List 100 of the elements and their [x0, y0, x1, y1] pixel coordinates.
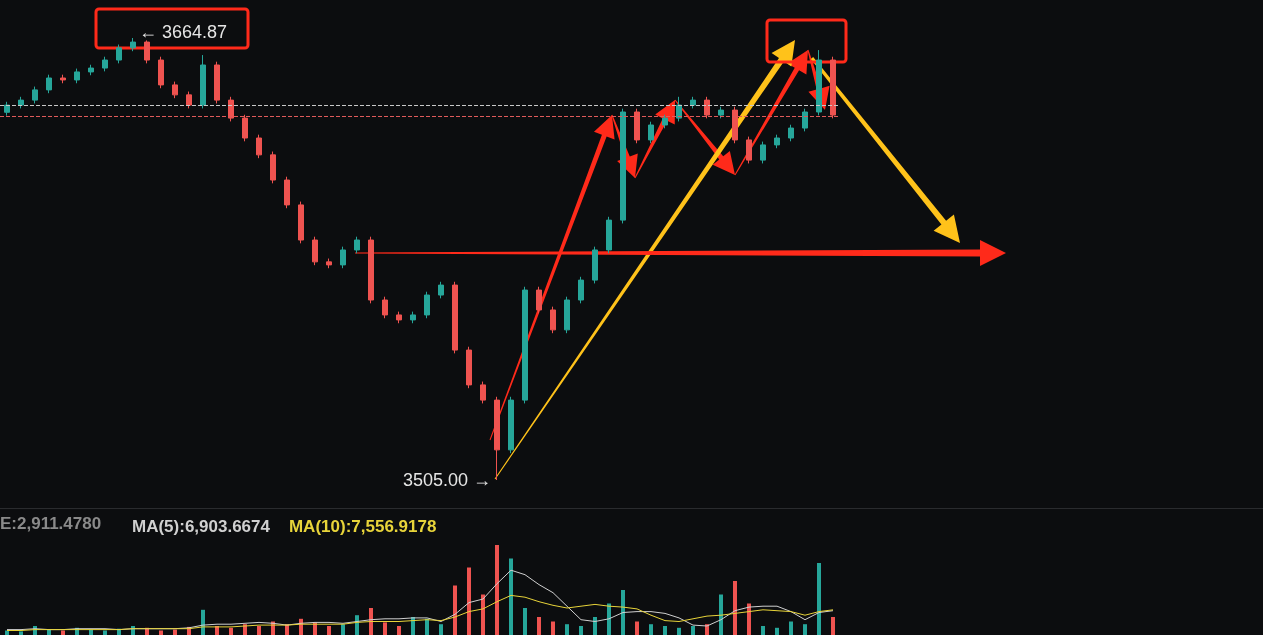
candlestick	[592, 246, 598, 284]
bar	[257, 626, 261, 635]
bar	[481, 594, 485, 635]
candlestick	[410, 311, 416, 324]
candlestick	[396, 311, 402, 324]
text: E:2,911.4780	[0, 514, 102, 533]
candlestick	[508, 396, 514, 454]
candlestick	[270, 151, 276, 184]
bar	[649, 624, 653, 635]
candlestick	[382, 296, 388, 319]
candlestick	[172, 81, 178, 99]
bar	[467, 567, 471, 635]
bar	[803, 624, 807, 635]
text: MA(5):6,903.6674	[132, 517, 271, 536]
candlestick	[88, 64, 94, 76]
candlestick	[522, 286, 528, 404]
candlestick	[536, 286, 542, 314]
bar	[523, 608, 527, 635]
candlestick	[368, 236, 374, 304]
candlestick	[564, 296, 570, 334]
bar	[663, 626, 667, 635]
bar	[747, 603, 751, 635]
bar	[425, 618, 429, 635]
candlestick	[732, 106, 738, 144]
candlestick	[144, 39, 150, 64]
candlestick	[354, 236, 360, 254]
candlestick	[200, 54, 206, 109]
candlestick	[46, 74, 52, 94]
candlestick	[550, 306, 556, 334]
bar	[761, 626, 765, 635]
candlestick	[158, 56, 164, 89]
candlestick	[4, 101, 10, 117]
bar	[775, 627, 779, 635]
bar	[565, 624, 569, 635]
bar	[369, 608, 373, 635]
bar	[89, 629, 93, 635]
candlestick	[284, 176, 290, 209]
bar	[677, 627, 681, 635]
bar	[719, 594, 723, 635]
bar	[621, 590, 625, 635]
candlestick	[452, 281, 458, 354]
candlestick	[606, 216, 612, 254]
candlestick	[466, 346, 472, 389]
candlestick	[718, 106, 724, 119]
candlestick	[340, 246, 346, 269]
candlestick	[32, 86, 38, 104]
candlestick	[256, 134, 262, 159]
bar	[495, 545, 499, 635]
bar	[537, 617, 541, 635]
candlestick	[788, 124, 794, 142]
candlestick	[802, 108, 808, 132]
candlestick	[312, 236, 318, 266]
bar	[453, 585, 457, 635]
candlestick	[438, 281, 444, 299]
candlestick	[102, 56, 108, 72]
bar	[327, 626, 331, 635]
bar	[789, 621, 793, 635]
bar	[733, 581, 737, 635]
annotation: 3505.00 →	[402, 470, 491, 490]
candlestick	[18, 96, 24, 109]
bar	[817, 563, 821, 635]
candlestick	[326, 258, 332, 269]
bar	[831, 617, 835, 635]
bar	[691, 626, 695, 635]
bar	[19, 631, 23, 635]
candlestick	[298, 201, 304, 244]
bar	[579, 626, 583, 635]
candlestick	[214, 61, 220, 104]
candlestick	[648, 121, 654, 144]
candlestick	[830, 56, 836, 119]
annotation: ← 3664.87	[139, 22, 228, 42]
bar	[397, 626, 401, 635]
candlestick	[228, 96, 234, 122]
bar	[509, 558, 513, 635]
candlestick	[130, 37, 136, 52]
candlestick	[424, 291, 430, 319]
candlestick	[634, 108, 640, 144]
bar	[635, 621, 639, 635]
candlestick	[620, 108, 626, 224]
bar	[593, 617, 597, 635]
bar	[551, 621, 555, 635]
candlestick	[186, 91, 192, 109]
bar	[355, 615, 359, 635]
candlestick	[690, 96, 696, 109]
bar	[341, 624, 345, 635]
candlestick	[116, 44, 122, 64]
candlestick	[816, 49, 822, 116]
text: MA(10):7,556.9178	[288, 517, 437, 536]
bar	[173, 629, 177, 635]
bar	[47, 629, 51, 635]
bar	[229, 627, 233, 635]
candlestick	[704, 96, 710, 119]
candlestick	[760, 141, 766, 164]
candlestick	[662, 114, 668, 129]
candlestick	[746, 136, 752, 164]
bar	[383, 622, 387, 635]
candlestick	[60, 74, 66, 84]
candlestick	[480, 381, 486, 404]
candlestick	[494, 396, 500, 481]
candlestick	[578, 276, 584, 304]
